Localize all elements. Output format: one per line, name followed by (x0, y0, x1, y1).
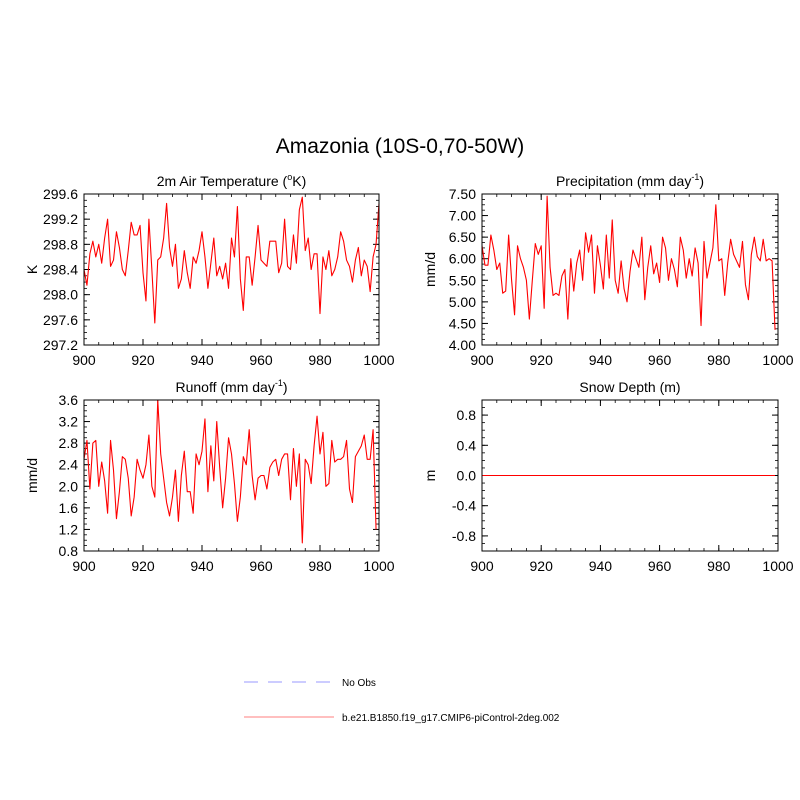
panel-title-sup: o (287, 172, 292, 182)
x-tick-label: 960 (249, 352, 273, 368)
y-tick-label: 4.50 (449, 315, 476, 331)
panel-title-t2m: 2m Air Temperature (oK) (157, 172, 306, 189)
y-tick-label: 4.00 (449, 337, 476, 353)
x-tick-label: 1000 (363, 352, 394, 368)
plot-frame-runoff (83, 399, 380, 552)
panel-runoff: Runoff (mm day-1) mm/d 0.8 1.2 1.6 2.0 2.4 2.8 3… (24, 378, 395, 574)
y-tick-label: 299.2 (43, 211, 78, 227)
y-tick-label: -0.4 (452, 498, 476, 514)
panel-precip: Precipitation (mm day-1) mm/d 4.00 4.50 5.00… (422, 172, 794, 368)
y-tick-label: -0.8 (452, 528, 476, 544)
x-tick-label: 920 (131, 558, 155, 574)
x-tick-label: 920 (530, 558, 554, 574)
y-tick-label: 5.00 (449, 294, 476, 310)
x-tick-label: 940 (190, 352, 214, 368)
panel-title-main: Snow Depth (m) (579, 379, 680, 395)
x-tick-label: 1000 (363, 558, 394, 574)
series-line-precip (481, 195, 776, 330)
y-tick-label: 3.2 (59, 414, 79, 430)
y-tick-label: 5.50 (449, 272, 476, 288)
plot-frame-t2m (83, 193, 380, 346)
panel-title-precip: Precipitation (mm day-1) (556, 172, 704, 189)
y-tick-label: 0.8 (59, 543, 79, 559)
y-tick-label: 2.0 (59, 478, 79, 494)
y-tick-label: 298.4 (43, 262, 78, 278)
x-tick-label: 980 (308, 558, 332, 574)
panel-t2m: 2m Air Temperature (oK) K 297.2 297.6 298.0 2… (24, 172, 395, 368)
x-tick-label: 980 (308, 352, 332, 368)
x-tick-label: 980 (707, 352, 731, 368)
panel-title-sup: -1 (691, 172, 699, 182)
y-tick-label: 299.6 (43, 186, 78, 202)
x-tick-label: 900 (72, 352, 96, 368)
x-tick-label: 1000 (762, 352, 793, 368)
x-tick-label: 960 (648, 558, 672, 574)
panel-title-snow: Snow Depth (m) (579, 379, 680, 395)
y-tick-label: 298.0 (43, 287, 78, 303)
y-tick-label: 1.6 (59, 500, 79, 516)
legend-label-model: b.e21.B1850.f19_g17.CMIP6-piControl-2deg… (342, 713, 560, 724)
legend: No Obs b.e21.B1850.f19_g17.CMIP6-piContr… (244, 678, 560, 724)
x-tick-label: 980 (707, 558, 731, 574)
plot-frame-snow (481, 399, 779, 552)
y-tick-label: 2.4 (59, 457, 79, 473)
panel-title-tail: ) (283, 379, 288, 395)
x-tick-label: 900 (470, 352, 494, 368)
y-axis-label-t2m: K (24, 264, 40, 274)
y-axis-label-snow: m (422, 470, 438, 482)
panel-title-runoff: Runoff (mm day-1) (175, 378, 287, 395)
panel-title-main: Runoff (mm day (175, 379, 274, 395)
plot-frame-precip (481, 193, 779, 346)
x-tick-label: 940 (589, 352, 613, 368)
y-tick-label: 6.50 (449, 229, 476, 245)
y-tick-label: 7.50 (449, 186, 476, 202)
y-tick-label: 297.6 (43, 312, 78, 328)
panel-snow: Snow Depth (m) m -0.8 -0.4 0.0 0.4 0.8 900 920 94… (422, 379, 794, 574)
legend-label-no-obs: No Obs (342, 678, 376, 689)
x-tick-label: 1000 (762, 558, 793, 574)
y-tick-label: 297.2 (43, 337, 78, 353)
y-tick-label: 0.0 (457, 468, 477, 484)
y-tick-label: 0.4 (457, 437, 477, 453)
series-line-runoff (83, 399, 377, 544)
y-tick-label: 6.00 (449, 251, 476, 267)
y-tick-label: 7.00 (449, 208, 476, 224)
y-tick-label: 2.8 (59, 435, 79, 451)
x-tick-label: 900 (470, 558, 494, 574)
y-axis-label-runoff: mm/d (24, 458, 40, 493)
panel-title-tail: ) (699, 173, 704, 189)
x-tick-label: 900 (72, 558, 96, 574)
x-tick-label: 960 (249, 558, 273, 574)
panel-title-tail: K) (292, 173, 306, 189)
panel-title-sup: -1 (275, 378, 283, 388)
x-tick-label: 940 (589, 558, 613, 574)
chart-panels: 2m Air Temperature (oK) K 297.2 297.6 298.0 2… (24, 172, 794, 574)
y-tick-label: 1.2 (59, 521, 79, 537)
panel-title-main: 2m Air Temperature ( (157, 173, 288, 189)
x-tick-label: 960 (648, 352, 672, 368)
y-tick-label: 298.8 (43, 236, 78, 252)
y-axis-label-precip: mm/d (422, 252, 438, 287)
y-tick-label: 3.6 (59, 392, 79, 408)
y-tick-label: 0.8 (457, 407, 477, 423)
series-line-t2m (83, 196, 380, 324)
x-tick-label: 920 (131, 352, 155, 368)
x-tick-label: 940 (190, 558, 214, 574)
x-tick-label: 920 (530, 352, 554, 368)
panel-title-main: Precipitation (mm day (556, 173, 691, 189)
figure-title: Amazonia (10S-0,70-50W) (276, 135, 525, 158)
